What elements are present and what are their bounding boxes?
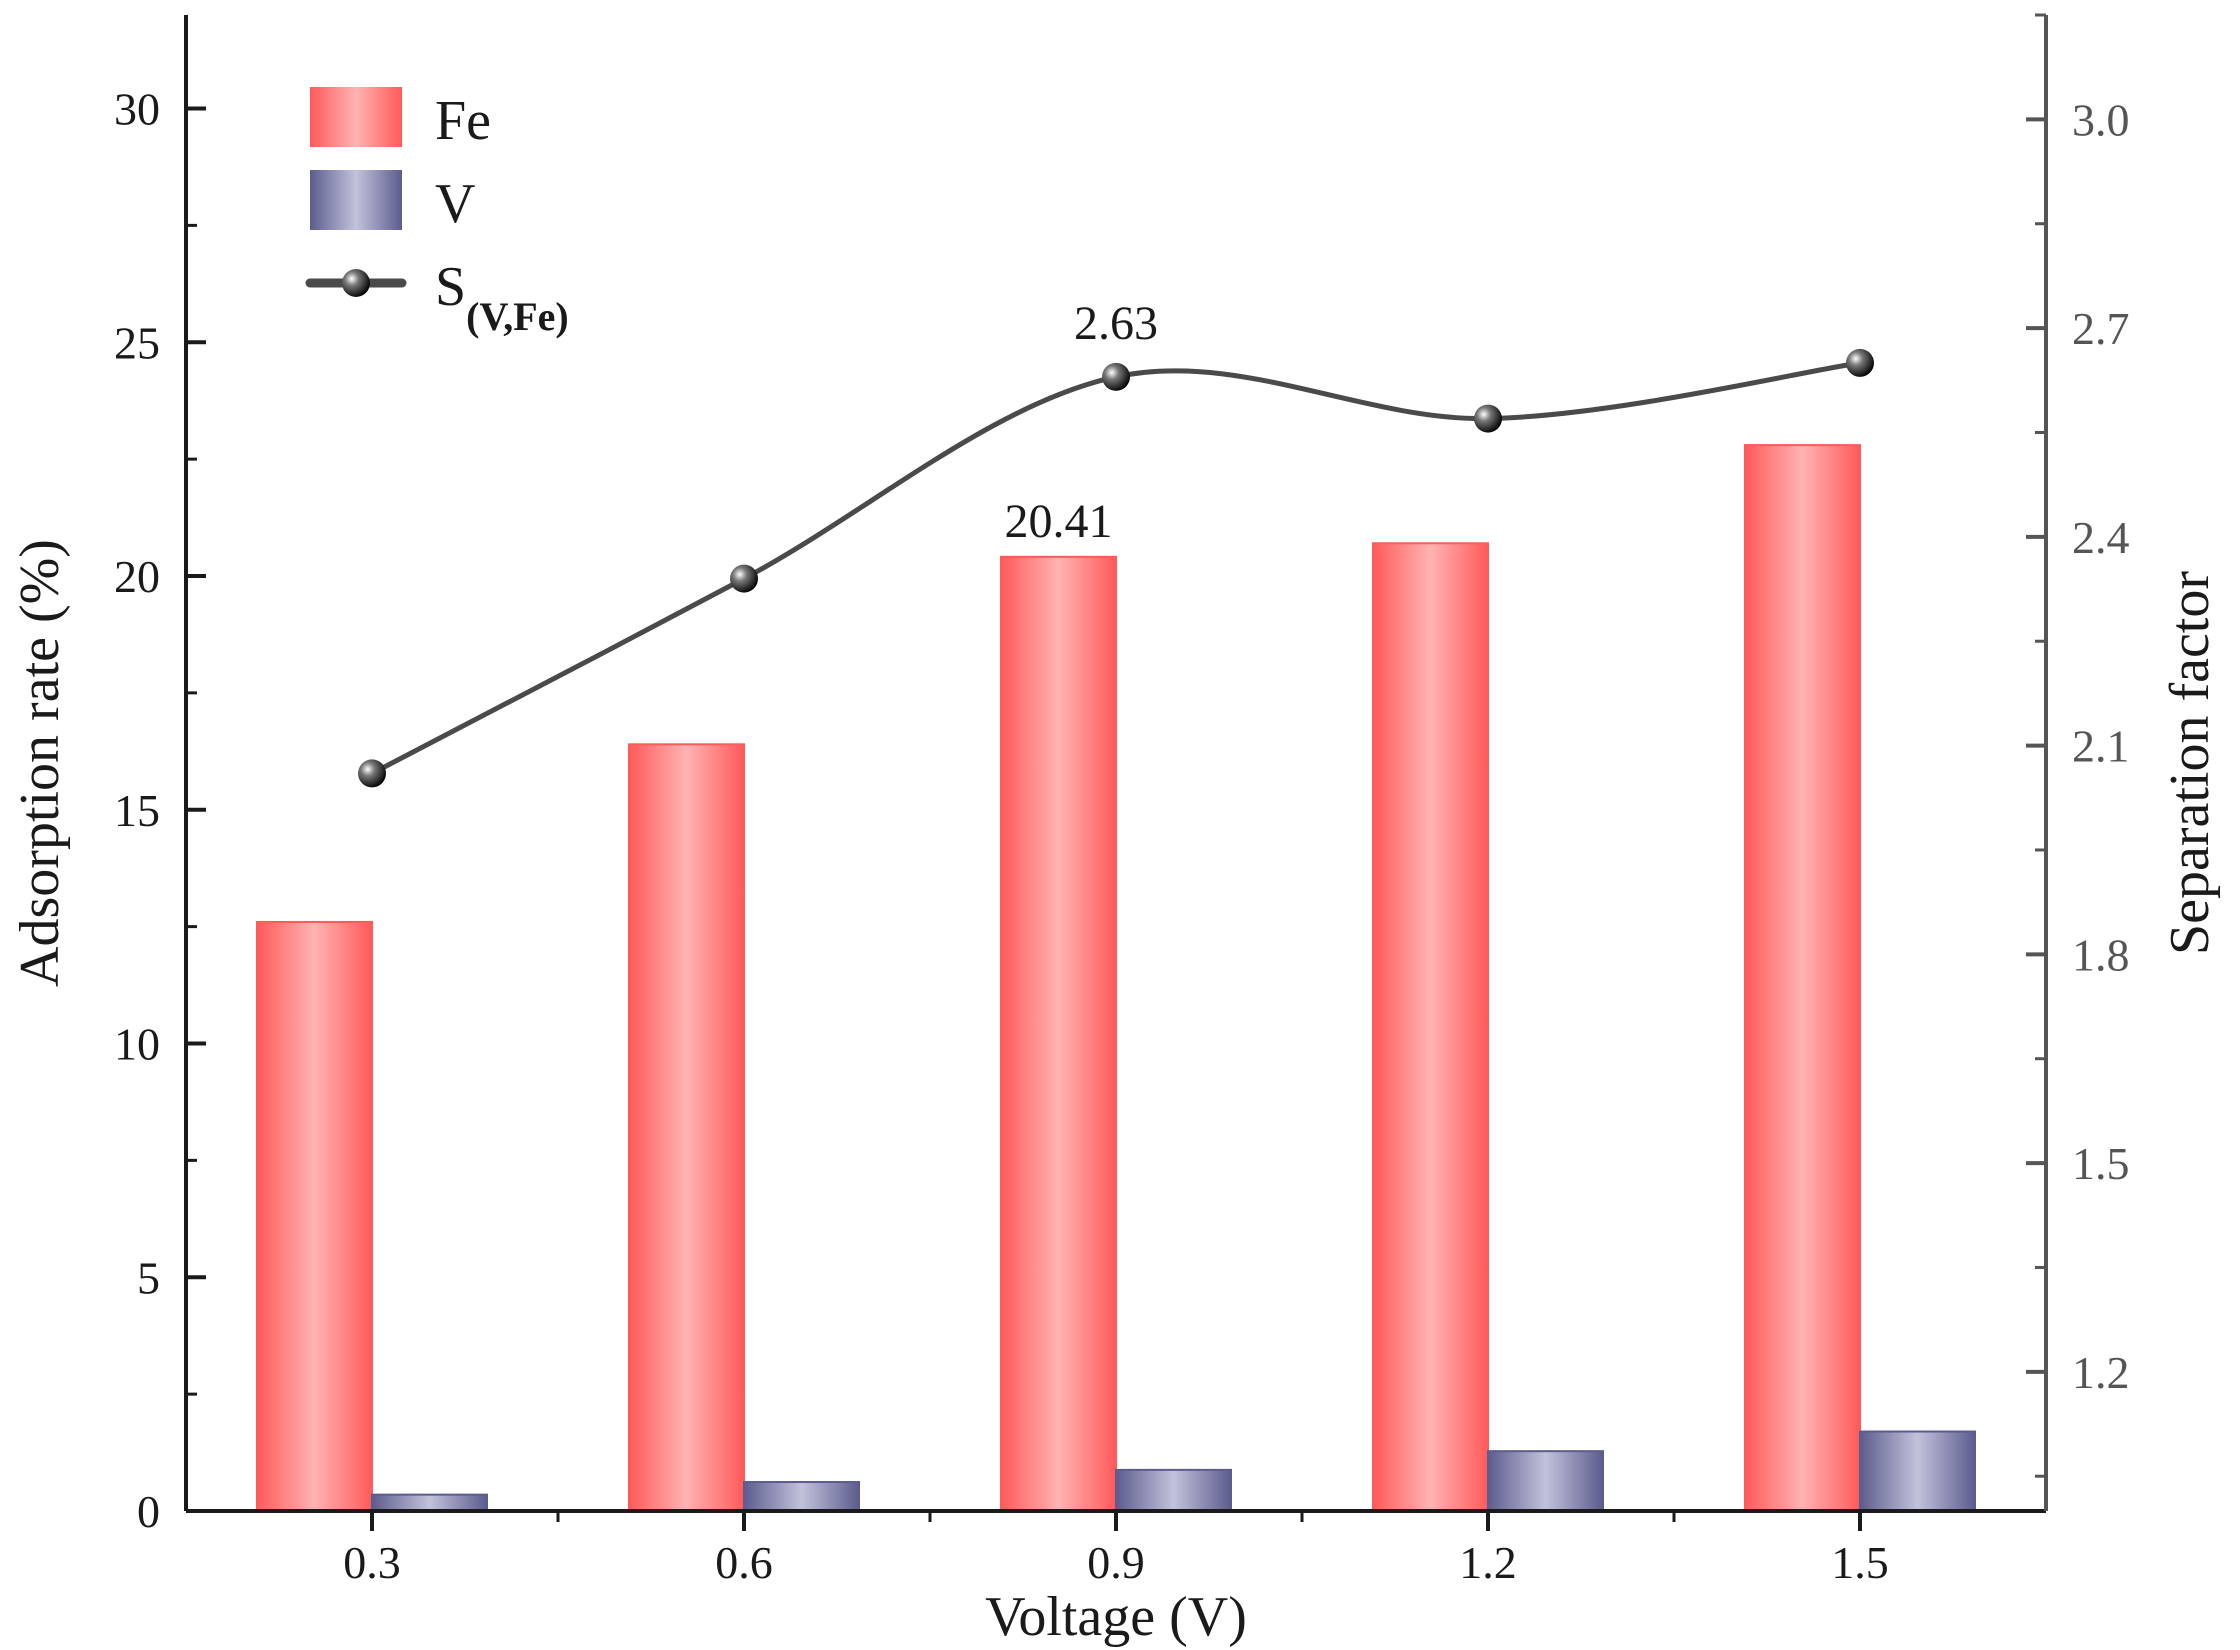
axes-layer xyxy=(184,13,2048,1531)
bar-v-1-2 xyxy=(1487,1450,1604,1513)
line-layer xyxy=(358,348,1874,788)
data-label-fe-0-9: 20.41 xyxy=(1005,495,1113,548)
bar-fe-0-3 xyxy=(256,920,373,1512)
legend-label-s-sub: (V,Fe) xyxy=(466,294,569,339)
bar-v-0-9 xyxy=(1115,1468,1232,1512)
bar-fe-1-5 xyxy=(1744,444,1861,1513)
bar-fe-0-6 xyxy=(628,743,745,1512)
bars-layer xyxy=(256,444,1976,1513)
x-tick-label-0-9: 0.9 xyxy=(1087,1537,1145,1588)
legend-line-marker xyxy=(342,269,370,297)
legend-swatch-v xyxy=(310,170,402,230)
y-tick-label-10: 10 xyxy=(114,1019,160,1070)
y2-tick-label-2-7: 2.7 xyxy=(2072,303,2130,354)
y-tick-label-25: 25 xyxy=(114,317,160,368)
y-axis-title: Adsorption rate (%) xyxy=(9,539,71,987)
bar-v-1-5 xyxy=(1859,1430,1976,1513)
x-axis-title: Voltage (V) xyxy=(985,1586,1247,1648)
separation-factor-point-0-3 xyxy=(358,759,386,788)
y2-tick-label-2-4: 2.4 xyxy=(2072,512,2130,563)
x-tick-label-1-2: 1.2 xyxy=(1459,1537,1517,1588)
bar-fe-1-2 xyxy=(1372,542,1489,1512)
y-tick-label-30: 30 xyxy=(114,84,160,135)
labels-layer: 0 5 10 15 20 25 30 1.2 1.5 1.8 2.1 2.4 2.7 3.0 0.3 0.6 0… xyxy=(9,84,2221,1649)
y2-tick-label-1-8: 1.8 xyxy=(2072,929,2130,980)
separation-factor-point-1-5 xyxy=(1846,348,1874,377)
bar-v-0-6 xyxy=(743,1481,860,1513)
x-tick-label-0-6: 0.6 xyxy=(715,1537,773,1588)
bar-fe-0-9 xyxy=(1000,555,1117,1512)
legend-label-s-main: S xyxy=(435,256,466,318)
x-tick-label-1-5: 1.5 xyxy=(1831,1537,1889,1588)
separation-factor-point-0-9 xyxy=(1102,362,1130,391)
y2-tick-label-2-1: 2.1 xyxy=(2072,721,2130,772)
y-tick-label-0: 0 xyxy=(137,1486,160,1537)
legend-label-v: V xyxy=(435,173,475,235)
y-tick-label-15: 15 xyxy=(114,785,160,836)
data-label-s-v-fe-0-9: 2.63 xyxy=(1074,297,1158,350)
y2-tick-label-3-0: 3.0 xyxy=(2072,94,2130,145)
separation-factor-point-1-2 xyxy=(1474,404,1502,433)
y-tick-label-5: 5 xyxy=(137,1252,160,1303)
bar-v-0-3 xyxy=(371,1493,488,1512)
y-tick-label-20: 20 xyxy=(114,551,160,602)
legend-label-fe: Fe xyxy=(435,90,491,152)
legend-label-s: S(V,Fe) xyxy=(435,256,569,339)
legend: Fe V S(V,Fe) xyxy=(305,87,569,339)
x-tick-label-0-3: 0.3 xyxy=(343,1537,401,1588)
y2-tick-label-1-5: 1.5 xyxy=(2072,1138,2130,1189)
y2-axis-title: Separation factor xyxy=(2159,571,2221,955)
separation-factor-point-0-6 xyxy=(730,564,758,593)
y2-tick-label-1-2: 1.2 xyxy=(2072,1347,2130,1398)
legend-swatch-fe xyxy=(310,87,402,147)
